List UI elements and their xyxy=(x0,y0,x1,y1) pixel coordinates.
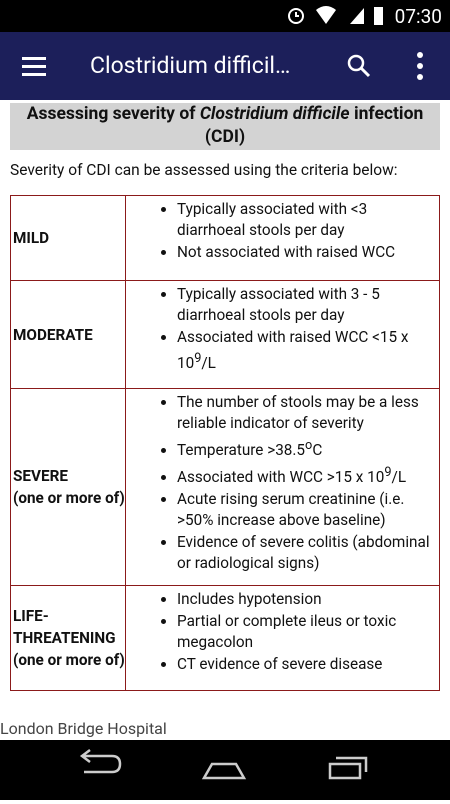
label-line: (one or more of) xyxy=(13,651,125,669)
criterion: Partial or complete ileus or toxic megac… xyxy=(177,611,439,653)
intro: Severity of CDI can be assessed using th… xyxy=(10,161,398,179)
status-bar: 07:30 xyxy=(0,0,450,32)
table-row: LIFE-THREATENING(one or more of)Includes… xyxy=(10,585,440,691)
criterion-text: Partial or complete ileus or toxic megac… xyxy=(177,612,397,651)
criterion-text: Includes hypotension xyxy=(177,590,322,608)
criterion-text: Evidence of severe colitis (abdominal or… xyxy=(177,533,430,573)
recents-button[interactable] xyxy=(328,756,368,780)
criterion-text: Typically associated with 3 - 5 diarrhoe… xyxy=(177,285,380,324)
criterion: Evidence of severe colitis (abdominal or… xyxy=(177,532,439,574)
home-button[interactable] xyxy=(201,762,247,780)
back-button[interactable] xyxy=(79,749,122,774)
label-line: MODERATE xyxy=(13,325,93,344)
criterion-text: The number of stools may be a less relia… xyxy=(177,393,419,432)
criterion: Not associated with raised WCC xyxy=(177,242,439,263)
heading: Assessing severity of Clostridium diffic… xyxy=(10,103,440,150)
criteria: Includes hypotension Partial or complete … xyxy=(125,585,440,691)
superscript: o xyxy=(305,438,313,453)
heading-text: infection (CDI) xyxy=(204,104,424,147)
criterion: Includes hypotension xyxy=(177,589,439,610)
superscript: 9 xyxy=(194,351,202,366)
overflow-button[interactable] xyxy=(414,50,426,84)
content: Assessing severity of Clostridium diffic… xyxy=(0,100,450,740)
criterion-text: /L xyxy=(201,354,216,373)
criteria: Typically associated with <3 diarrhoeal … xyxy=(125,195,440,281)
severity-table: MILD Typically associated with <3 diarrho… xyxy=(10,195,440,691)
label-line: SEVERE xyxy=(13,467,69,485)
label-line: LIFE-THREATENING xyxy=(13,607,116,647)
status-icons xyxy=(288,6,383,25)
criterion-text: Not associated with raised WCC xyxy=(177,243,396,261)
criterion: Acute rising serum creatinine (i.e. >50%… xyxy=(177,489,439,531)
label-line: (one or more of) xyxy=(13,489,125,507)
criterion: Temperature >38.5oC xyxy=(177,435,439,461)
label-line: MILD xyxy=(13,229,50,247)
criterion: Typically associated with <3 diarrhoeal … xyxy=(177,199,439,241)
criterion-text: /L xyxy=(391,468,407,487)
criterion-text: CT evidence of severe disease xyxy=(177,655,383,673)
criterion-text: Acute rising serum creatinine (i.e. >50%… xyxy=(177,490,405,530)
criteria-list: Includes hypotension Partial or complete … xyxy=(126,589,439,675)
severity-label: LIFE-THREATENING (one or more of) xyxy=(10,585,126,691)
criterion: The number of stools may be a less relia… xyxy=(177,392,439,434)
severity-label: SEVERE (one or more of) xyxy=(10,388,126,586)
criterion-text: Associated with WCC >15 x 10 xyxy=(177,468,385,487)
criterion: Associated with WCC >15 x 109/L xyxy=(177,462,439,488)
criterion-text: Temperature >38.5 xyxy=(177,441,306,460)
criterion-text: Typically associated with <3 diarrhoeal … xyxy=(177,200,368,239)
criterion: Typically associated with 3 - 5 diarrhoe… xyxy=(177,284,439,326)
clock: 07:30 xyxy=(394,5,442,28)
criteria: Typically associated with 3 - 5 diarrhoe… xyxy=(125,280,440,389)
criteria-list: Typically associated with 3 - 5 diarrhoe… xyxy=(126,284,439,374)
criterion-text: Associated with raised WCC <15 x 10 xyxy=(177,328,409,373)
table-row: SEVERE (one or more of) The number of stoo… xyxy=(10,388,440,586)
criteria-list: The number of stools may be a less relia… xyxy=(126,392,439,574)
menu-button[interactable] xyxy=(20,52,50,82)
nav-bar xyxy=(0,740,450,800)
severity-label: MILD xyxy=(10,195,126,281)
superscript: 9 xyxy=(384,465,392,481)
nav-buttons xyxy=(79,749,368,780)
criterion: CT evidence of severe disease xyxy=(177,654,439,675)
table-row: MODERATE Typically associated with 3 - 5 … xyxy=(10,280,440,389)
criterion-text: C xyxy=(312,441,323,460)
app-title: Clostridium difficil… xyxy=(90,52,291,79)
footer: London Bridge Hospital xyxy=(0,719,167,738)
criteria: The number of stools may be a less relia… xyxy=(125,388,440,586)
heading-text: Assessing severity of xyxy=(26,104,200,124)
app-bar: Clostridium difficil… xyxy=(0,32,450,100)
severity-label: MODERATE xyxy=(10,280,126,389)
criterion: Associated with raised WCC <15 x 109/L xyxy=(177,327,439,374)
search-button[interactable] xyxy=(345,52,375,82)
criteria-list: Typically associated with <3 diarrhoeal … xyxy=(126,199,439,263)
table-row: MILD Typically associated with <3 diarrho… xyxy=(10,195,440,281)
heading-italic: Clostridium difficile xyxy=(199,104,350,124)
